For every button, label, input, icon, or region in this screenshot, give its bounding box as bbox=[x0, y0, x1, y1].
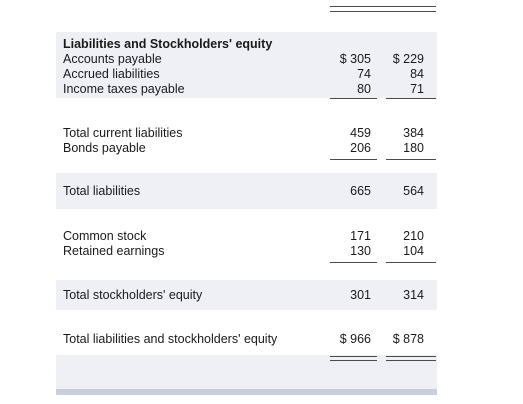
value-prior-year: 314 bbox=[403, 288, 424, 302]
value-prior-year: 564 bbox=[403, 184, 424, 198]
row-label: Total stockholders' equity bbox=[63, 288, 203, 302]
row-label: Accounts payable bbox=[63, 52, 162, 66]
band-total-equity bbox=[56, 280, 437, 310]
value-current-year: 301 bbox=[350, 288, 371, 302]
value-current-year: 206 bbox=[350, 141, 371, 155]
value-prior-year: $ 878 bbox=[392, 332, 424, 346]
row-common-stock: Common stock 171 210 bbox=[56, 229, 437, 244]
value-current-year: 665 bbox=[350, 184, 371, 198]
value-current-year: 74 bbox=[357, 67, 371, 81]
double-rule-prior-upper bbox=[386, 356, 436, 357]
value-current-year: 80 bbox=[357, 82, 371, 96]
row-label: Bonds payable bbox=[63, 141, 146, 155]
subtotal-rule-prior bbox=[386, 262, 436, 263]
subtotal-rule-prior bbox=[386, 98, 436, 99]
value-prior-year: 71 bbox=[410, 82, 424, 96]
subtotal-rule-prior bbox=[386, 159, 436, 160]
double-rule-current-upper bbox=[330, 356, 377, 357]
double-rule-prior-lower bbox=[386, 360, 436, 361]
value-current-year: $ 966 bbox=[339, 332, 371, 346]
row-accrued-liabilities: Accrued liabilities 74 84 bbox=[56, 67, 437, 82]
row-label: Accrued liabilities bbox=[63, 67, 160, 81]
section-heading-row: Liabilities and Stockholders' equity bbox=[56, 37, 437, 52]
row-label: Total current liabilities bbox=[63, 126, 183, 140]
subtotal-rule-current bbox=[330, 159, 377, 160]
row-retained-earnings: Retained earnings 130 104 bbox=[56, 244, 437, 259]
value-prior-year: 384 bbox=[403, 126, 424, 140]
row-bonds-payable: Bonds payable 206 180 bbox=[56, 141, 437, 156]
row-label: Total liabilities bbox=[63, 184, 141, 198]
row-income-taxes-payable: Income taxes payable 80 71 bbox=[56, 82, 437, 97]
band-current-liabilities bbox=[56, 32, 437, 98]
value-current-year: 130 bbox=[350, 244, 371, 258]
row-label: Total liabilities and stockholders' equi… bbox=[63, 332, 278, 346]
row-total-stockholders-equity: Total stockholders' equity 301 314 bbox=[56, 288, 437, 303]
top-double-rule-lower bbox=[330, 11, 436, 12]
row-total-current-liabilities: Total current liabilities 459 384 bbox=[56, 126, 437, 141]
value-current-year: $ 305 bbox=[339, 52, 371, 66]
row-label: Common stock bbox=[63, 229, 147, 243]
row-label: Retained earnings bbox=[63, 244, 165, 258]
row-total-liabilities-and-equity: Total liabilities and stockholders' equi… bbox=[56, 332, 437, 347]
subtotal-rule-current bbox=[330, 98, 377, 99]
balance-sheet: Liabilities and Stockholders' equity Acc… bbox=[56, 0, 437, 404]
bottom-strip bbox=[56, 389, 437, 395]
value-prior-year: 104 bbox=[403, 244, 424, 258]
double-rule-current-lower bbox=[330, 360, 377, 361]
row-accounts-payable: Accounts payable $ 305 $ 229 bbox=[56, 52, 437, 67]
value-prior-year: 84 bbox=[410, 67, 424, 81]
band-after-total bbox=[56, 355, 437, 389]
value-prior-year: $ 229 bbox=[392, 52, 424, 66]
section-heading: Liabilities and Stockholders' equity bbox=[63, 37, 273, 51]
top-double-rule-upper bbox=[330, 6, 436, 7]
value-prior-year: 210 bbox=[403, 229, 424, 243]
value-prior-year: 180 bbox=[403, 141, 424, 155]
value-current-year: 459 bbox=[350, 126, 371, 140]
band-total-liabilities bbox=[56, 173, 437, 209]
row-total-liabilities: Total liabilities 665 564 bbox=[56, 184, 437, 199]
row-label: Income taxes payable bbox=[63, 82, 185, 96]
value-current-year: 171 bbox=[350, 229, 371, 243]
subtotal-rule-current bbox=[330, 262, 377, 263]
